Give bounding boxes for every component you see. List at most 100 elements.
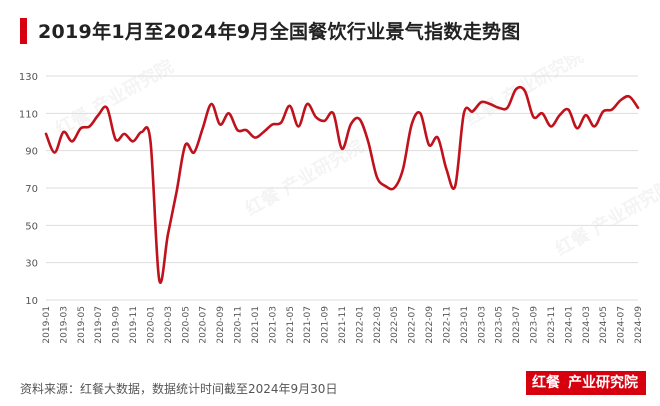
data-point xyxy=(359,118,360,119)
data-point xyxy=(176,191,177,192)
data-point xyxy=(45,133,46,134)
data-point xyxy=(533,116,534,117)
data-point xyxy=(594,126,595,127)
data-point xyxy=(524,90,525,91)
data-point xyxy=(115,139,116,140)
data-point xyxy=(437,137,438,138)
data-point xyxy=(80,128,81,129)
data-point xyxy=(333,113,334,114)
data-point xyxy=(568,109,569,110)
data-point xyxy=(324,120,325,121)
data-point xyxy=(481,102,482,103)
y-tick-label: 130 xyxy=(19,72,38,83)
x-tick-label: 2022-03 xyxy=(373,306,383,344)
data-point xyxy=(54,152,55,153)
x-tick-label: 2024-05 xyxy=(599,306,609,344)
data-point xyxy=(237,130,238,131)
data-point xyxy=(132,141,133,142)
x-tick-label: 2021-01 xyxy=(251,306,261,344)
y-tick-label: 10 xyxy=(25,296,38,307)
data-point xyxy=(620,100,621,101)
x-tick-label: 2023-01 xyxy=(460,306,470,344)
data-point xyxy=(341,148,342,149)
data-point xyxy=(202,128,203,129)
data-point xyxy=(611,109,612,110)
data-point xyxy=(124,133,125,134)
data-point xyxy=(280,122,281,123)
data-point xyxy=(211,103,212,104)
data-point xyxy=(298,126,299,127)
brand-logo: 红餐 产业研究院 xyxy=(526,370,646,396)
data-point xyxy=(402,169,403,170)
data-point xyxy=(550,126,551,127)
brand-logo-mark: 红餐 xyxy=(526,371,566,395)
data-point xyxy=(394,187,395,188)
watermark: 红餐 产业研究院 xyxy=(52,56,178,140)
x-tick-label: 2019-07 xyxy=(94,306,104,344)
data-point xyxy=(472,111,473,112)
y-tick-label: 70 xyxy=(25,184,38,195)
x-tick-label: 2024-03 xyxy=(582,306,592,344)
y-tick-label: 50 xyxy=(25,221,38,232)
x-tick-label: 2020-07 xyxy=(199,306,209,344)
x-tick-label: 2022-09 xyxy=(425,306,435,344)
x-tick-label: 2020-09 xyxy=(216,306,226,344)
chart-area: 红餐 产业研究院 红餐 产业研究院 红餐 产业研究院 红餐 产业研究院 10 30 50 70… xyxy=(0,45,660,356)
x-tick-label: 2024-07 xyxy=(617,306,627,344)
data-point xyxy=(63,131,64,132)
data-point xyxy=(446,169,447,170)
data-point xyxy=(263,131,264,132)
data-point xyxy=(559,115,560,116)
x-tick-label: 2019-09 xyxy=(112,306,122,344)
x-tick-label: 2019-05 xyxy=(77,306,87,344)
data-point xyxy=(463,113,464,114)
x-tick-label: 2023-11 xyxy=(547,306,557,344)
x-tick-label: 2022-07 xyxy=(408,306,418,344)
data-point xyxy=(185,144,186,145)
x-tick-label: 2020-05 xyxy=(181,306,191,344)
x-tick-label: 2019-03 xyxy=(59,306,69,344)
data-point xyxy=(98,115,99,116)
data-point xyxy=(507,107,508,108)
data-point xyxy=(141,131,142,132)
data-point xyxy=(385,186,386,187)
data-point xyxy=(159,279,160,280)
data-point xyxy=(637,107,638,108)
data-point xyxy=(350,124,351,125)
data-point xyxy=(167,234,168,235)
data-point xyxy=(489,103,490,104)
data-point xyxy=(455,186,456,187)
brand-name: 产业研究院 xyxy=(566,371,646,395)
data-point xyxy=(228,113,229,114)
x-tick-label: 2022-01 xyxy=(355,306,365,344)
data-point xyxy=(576,128,577,129)
data-point xyxy=(246,130,247,131)
x-tick-label: 2021-09 xyxy=(321,306,331,344)
data-point xyxy=(368,141,369,142)
x-tick-label: 2020-11 xyxy=(234,306,244,344)
data-point xyxy=(376,176,377,177)
y-tick-label: 110 xyxy=(19,109,38,120)
x-tick-label: 2022-05 xyxy=(390,306,400,344)
x-tick-label: 2024-01 xyxy=(564,306,574,344)
watermark: 红餐 产业研究院 xyxy=(462,56,588,130)
x-tick-label: 2019-01 xyxy=(42,306,52,344)
x-tick-label: 2019-11 xyxy=(129,306,139,344)
data-point xyxy=(106,107,107,108)
x-tick-label: 2021-03 xyxy=(268,306,278,344)
data-point xyxy=(307,103,308,104)
x-tick-label: 2020-03 xyxy=(164,306,174,344)
data-point xyxy=(603,111,604,112)
data-point xyxy=(629,96,630,97)
data-point xyxy=(289,105,290,106)
y-tick-label: 30 xyxy=(25,259,38,270)
title-bar: 2019年1月至2024年9月全国餐饮行业景气指数走势图 xyxy=(0,0,660,56)
x-tick-label: 2023-09 xyxy=(530,306,540,344)
x-tick-label: 2021-05 xyxy=(286,306,296,344)
x-tick-label: 2023-05 xyxy=(495,306,505,344)
footer: 资料来源：红餐大数据，数据统计时间截至2024年9月30日 红餐 产业研究院 xyxy=(0,362,660,406)
x-tick-label: 2023-03 xyxy=(477,306,487,344)
data-point xyxy=(315,116,316,117)
data-point xyxy=(89,126,90,127)
data-point xyxy=(542,113,543,114)
